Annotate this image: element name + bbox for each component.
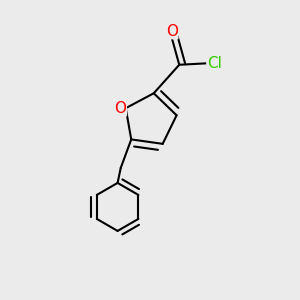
Text: O: O — [114, 101, 126, 116]
Text: O: O — [166, 24, 178, 39]
Text: Cl: Cl — [207, 56, 222, 71]
